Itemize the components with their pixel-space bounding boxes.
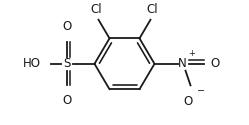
Text: HO: HO [22,57,41,70]
Text: N: N [178,57,187,70]
Text: O: O [62,94,71,107]
Text: +: + [188,49,195,58]
Text: Cl: Cl [147,3,158,16]
Text: O: O [210,57,220,70]
Text: −: − [196,86,205,96]
Text: S: S [63,57,70,70]
Text: O: O [184,95,193,108]
Text: O: O [62,20,71,34]
Text: Cl: Cl [91,3,102,16]
